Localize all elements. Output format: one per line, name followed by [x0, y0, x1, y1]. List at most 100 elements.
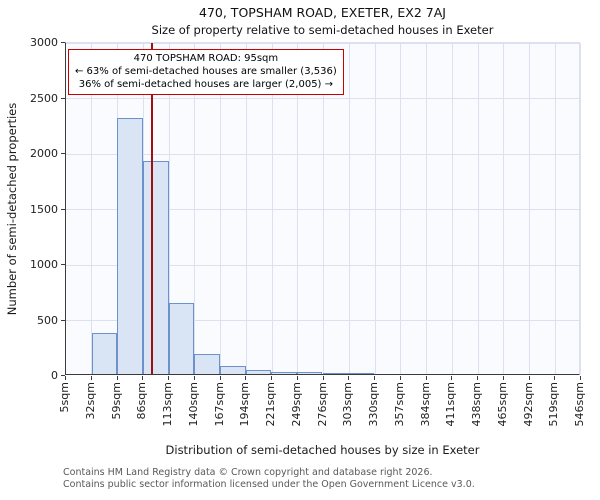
y-tick-label: 3000: [30, 36, 58, 49]
property-size-marker: [151, 43, 153, 374]
v-gridline: [194, 43, 196, 374]
x-tick-mark: [168, 376, 169, 380]
histogram-bar: [322, 373, 349, 374]
x-tick-mark: [348, 376, 350, 380]
x-tick-label: 546sqm: [573, 382, 586, 427]
x-tick-label: 276sqm: [315, 382, 329, 427]
chart-title: 470, TOPSHAM ROAD, EXETER, EX2 7AJ: [199, 5, 446, 20]
x-tick-label: 357sqm: [392, 382, 406, 427]
h-gridline: [66, 153, 579, 155]
footer-attribution-line: Contains HM Land Registry data © Crown c…: [63, 467, 433, 478]
v-gridline: [220, 43, 221, 374]
v-gridline: [271, 43, 273, 374]
footer: Contains HM Land Registry data © Crown c…: [63, 467, 475, 490]
v-gridline: [580, 43, 581, 374]
annotation-smaller-line: ← 63% of semi-detached houses are smalle…: [75, 66, 337, 77]
histogram-bar: [271, 371, 297, 374]
v-gridline: [477, 43, 479, 374]
x-tick-mark: [451, 376, 453, 380]
histogram-bar: [219, 366, 246, 374]
x-tick-mark: [193, 376, 195, 380]
y-tick-label: 2000: [30, 147, 58, 160]
v-gridline: [348, 43, 350, 374]
v-gridline: [451, 43, 453, 374]
x-tick-label: 384sqm: [418, 382, 432, 427]
y-tick-label: 500: [37, 313, 58, 327]
x-tick-mark: [425, 376, 427, 380]
x-tick-mark: [580, 376, 581, 380]
y-tick-mark: [61, 97, 65, 99]
x-tick-mark: [322, 376, 324, 380]
h-gridline: [66, 264, 579, 266]
y-tick-label: 0: [51, 369, 58, 382]
x-tick-mark: [142, 376, 144, 380]
h-gridline: [66, 209, 579, 210]
y-tick-label: 1000: [30, 258, 58, 271]
annotation-larger-line: 36% of semi-detached houses are larger (…: [78, 79, 334, 90]
histogram-bar: [117, 118, 143, 374]
x-tick-mark: [116, 376, 118, 380]
x-tick-label: 86sqm: [135, 382, 149, 420]
x-tick-label: 5sqm: [58, 382, 71, 413]
v-gridline: [323, 43, 324, 374]
histogram-bar: [245, 369, 272, 374]
x-tick-label: 194sqm: [238, 382, 252, 427]
histogram-bar: [348, 373, 374, 374]
footer-licence-line: Contains public sector information licen…: [63, 478, 475, 490]
v-gridline: [245, 43, 247, 374]
x-tick-label: 32sqm: [83, 382, 97, 420]
histogram-bar: [296, 372, 323, 374]
y-tick-mark: [61, 153, 65, 154]
x-tick-label: 221sqm: [264, 382, 277, 427]
histogram-bar: [194, 353, 220, 374]
x-tick-label: 249sqm: [289, 382, 303, 427]
y-tick-mark: [61, 319, 65, 321]
x-axis-label: Distribution of semi-detached houses by …: [165, 443, 480, 457]
x-tick-label: 492sqm: [521, 382, 535, 427]
y-tick-mark: [61, 42, 65, 43]
v-gridline: [503, 43, 505, 374]
y-tick-mark: [61, 264, 65, 265]
v-gridline: [529, 43, 530, 374]
x-tick-mark: [296, 376, 298, 380]
histogram-bar: [142, 161, 169, 374]
x-tick-label: 465sqm: [495, 382, 509, 427]
v-gridline: [374, 43, 376, 374]
v-gridline: [400, 43, 402, 374]
x-tick-mark: [90, 376, 92, 380]
histogram-bar: [168, 303, 195, 374]
x-tick-label: 411sqm: [444, 382, 458, 427]
h-gridline: [66, 98, 579, 99]
h-gridline: [66, 320, 579, 321]
v-gridline: [168, 43, 170, 374]
x-tick-label: 59sqm: [109, 382, 123, 420]
x-tick-label: 330sqm: [367, 382, 380, 427]
y-tick-mark: [61, 208, 65, 210]
x-tick-label: 140sqm: [186, 382, 200, 427]
y-tick-mark: [61, 375, 65, 376]
histogram-bar: [91, 333, 118, 374]
x-tick-label: 438sqm: [470, 382, 483, 427]
y-tick-label: 1500: [30, 202, 58, 216]
x-tick-mark: [65, 376, 66, 380]
y-tick-label: 2500: [30, 91, 58, 105]
v-gridline: [91, 43, 93, 374]
x-tick-label: 167sqm: [212, 382, 226, 427]
v-gridline: [297, 43, 299, 374]
x-tick-label: 113sqm: [161, 382, 174, 427]
x-tick-mark: [477, 376, 478, 380]
x-tick-label: 303sqm: [341, 382, 355, 427]
x-tick-mark: [554, 376, 556, 380]
v-gridline: [426, 43, 427, 374]
v-gridline: [554, 43, 556, 374]
chart-subtitle: Size of property relative to semi-detach…: [151, 23, 494, 37]
x-tick-mark: [219, 376, 221, 380]
x-tick-mark: [399, 376, 401, 380]
x-tick-mark: [245, 376, 247, 380]
x-tick-mark: [502, 376, 504, 380]
x-tick-mark: [374, 376, 375, 380]
x-tick-label: 519sqm: [547, 382, 561, 427]
x-tick-mark: [271, 376, 272, 380]
h-gridline: [66, 43, 579, 44]
